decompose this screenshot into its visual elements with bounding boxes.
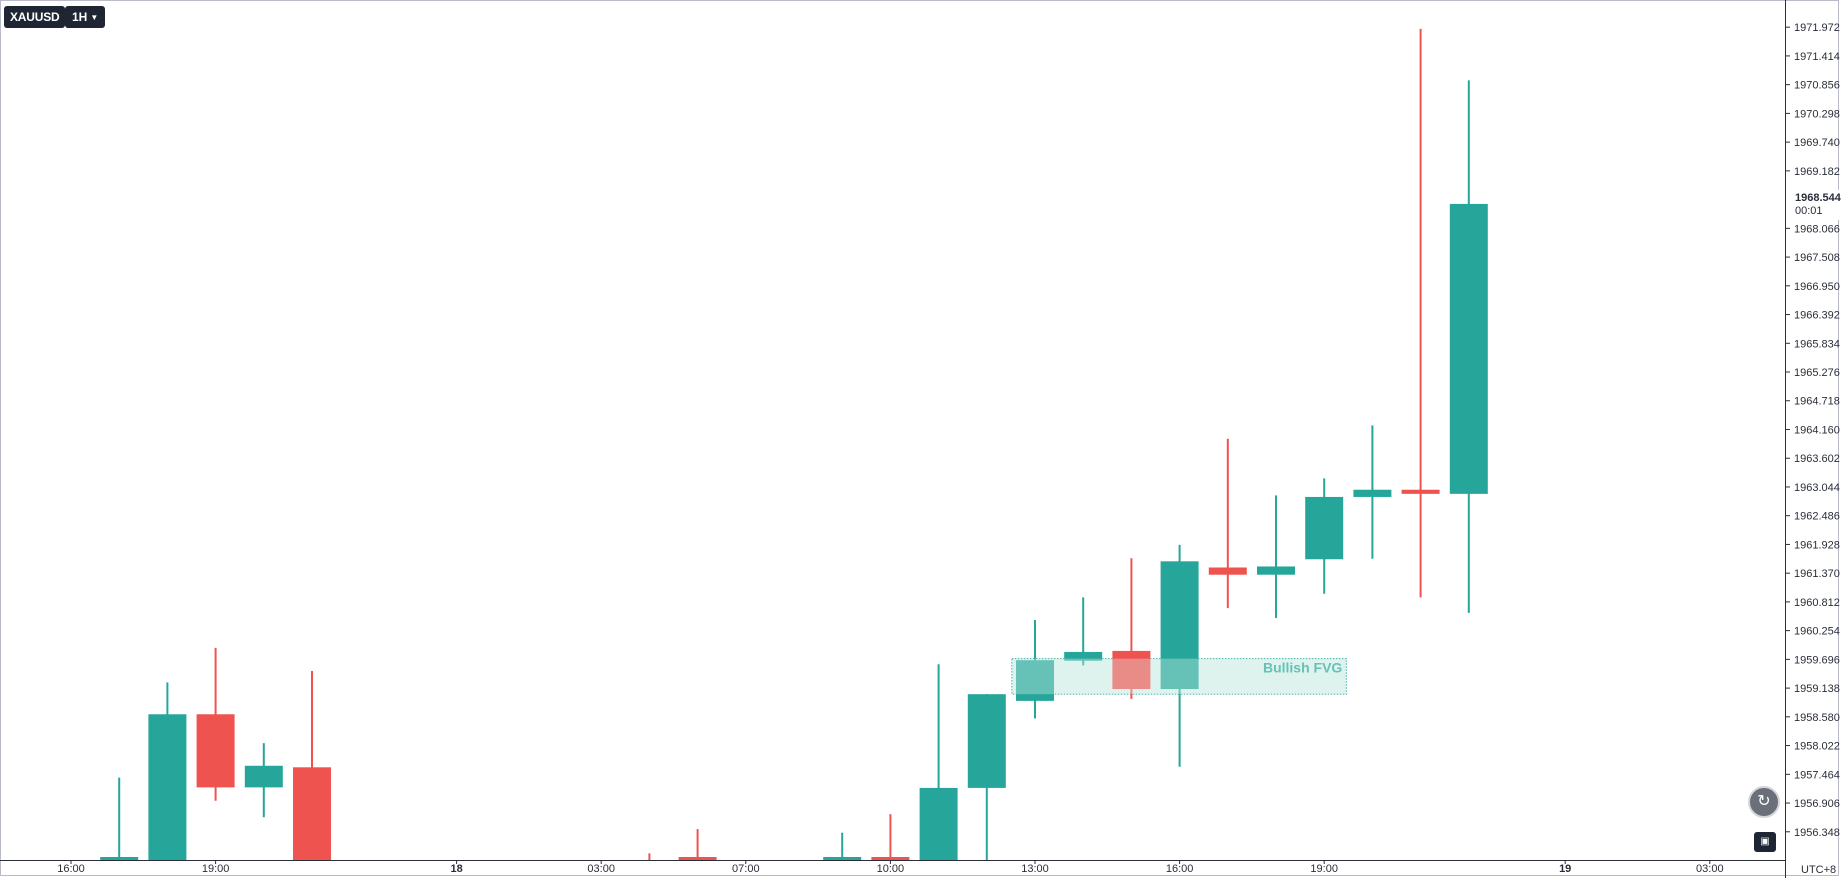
bearish-candle[interactable] [1401, 28, 1440, 598]
candle-body [823, 857, 862, 860]
last-price-marker: 1968.544 00:01 [1786, 190, 1841, 220]
candle-body [196, 714, 235, 788]
scroll-reset-button[interactable]: ↻ [1748, 786, 1780, 818]
bearish-candle[interactable] [1208, 438, 1247, 609]
price-tick-label: 1963.044 [1794, 482, 1840, 494]
price-tick-label: 1957.464 [1794, 769, 1840, 781]
bearish-candle[interactable] [196, 647, 235, 801]
time-tick-label: 07:00 [732, 863, 760, 875]
price-tick-label: 1962.486 [1794, 511, 1840, 523]
time-tick-label: 16:00 [1166, 863, 1194, 875]
candle-body [1257, 566, 1295, 575]
price-tick-label: 1961.370 [1794, 568, 1840, 580]
bullish-candle[interactable] [1353, 425, 1392, 559]
price-axis[interactable]: 1971.972 1971.414 1970.856 1970.298 1969.740… [1786, 22, 1840, 839]
candle-body [1016, 660, 1054, 701]
candle-body [148, 714, 187, 860]
bullish-candle[interactable] [1305, 478, 1344, 594]
price-tick-label: 1964.718 [1794, 396, 1840, 408]
bullish-candle[interactable] [244, 743, 283, 818]
bearish-candle[interactable] [293, 671, 331, 860]
price-tick-label: 1963.602 [1794, 453, 1840, 465]
time-tick-label: 03:00 [587, 863, 615, 875]
bullish-candle[interactable] [1064, 597, 1103, 666]
candle-body [1160, 561, 1199, 690]
bullish-candle[interactable] [967, 694, 1006, 860]
price-tick-label: 1968.066 [1794, 223, 1840, 235]
auto-scale-icon: ▣ [1760, 836, 1770, 847]
price-tick-label: 1971.972 [1794, 22, 1840, 34]
candle-body [967, 694, 1006, 788]
price-tick-label: 1958.022 [1794, 741, 1840, 753]
price-tick-label: 1971.414 [1794, 51, 1840, 63]
time-tick-label: 03:00 [1696, 863, 1724, 875]
price-tick-label: 1965.834 [1794, 338, 1840, 350]
candle-body [1064, 651, 1103, 661]
time-tick-label: 10:00 [877, 863, 905, 875]
bullish-candle[interactable] [919, 664, 958, 860]
time-tick-label: 19:00 [202, 863, 230, 875]
interval-button[interactable]: 1H ▼ [65, 6, 106, 28]
price-tick-label: 1964.160 [1794, 424, 1840, 436]
candle-body [1353, 489, 1392, 497]
bullish-candle[interactable] [100, 777, 139, 860]
time-tick-label: 13:00 [1021, 863, 1049, 875]
price-tick-label: 1969.740 [1794, 137, 1840, 149]
candle-body [293, 767, 331, 860]
price-tick-label: 1965.276 [1794, 367, 1840, 379]
time-tick-label: 18 [450, 863, 462, 875]
price-tick-label: 1967.508 [1794, 252, 1840, 264]
scroll-reset-icon: ↻ [1757, 793, 1771, 810]
candle-countdown: 00:01 [1795, 205, 1823, 217]
candle-body [1112, 650, 1151, 690]
symbol-label: XAUUSD [10, 10, 60, 24]
price-tick-label: 1966.392 [1794, 310, 1840, 322]
bullish-candle[interactable] [1449, 80, 1488, 613]
price-tick-label: 1970.298 [1794, 108, 1840, 120]
interval-label: 1H [72, 10, 88, 24]
candle-body [1449, 203, 1488, 494]
price-tick-label: 1958.580 [1794, 712, 1840, 724]
symbol-button[interactable]: XAUUSD [4, 6, 66, 28]
candle-body [1401, 489, 1440, 494]
bullish-candle[interactable] [148, 682, 187, 860]
price-tick-label: 1961.928 [1794, 539, 1840, 551]
time-tick-label: 19 [1559, 863, 1571, 875]
fvg-zone-overlay [1011, 658, 1347, 695]
time-tick-label: 19:00 [1310, 863, 1338, 875]
price-tick-label: 1960.254 [1794, 626, 1840, 638]
bullish-candle[interactable] [1160, 544, 1199, 767]
bearish-candle[interactable] [1112, 558, 1151, 699]
price-tick-label: 1970.856 [1794, 80, 1840, 92]
time-tick-label: 16:00 [57, 863, 85, 875]
candles-layer [100, 28, 1488, 860]
fvg-label: Bullish FVG [1263, 660, 1342, 676]
candle-body [919, 787, 958, 860]
time-axis[interactable]: 16:00 19:00 18 03:00 07:00 10:00 13:00 16:00 19:… [57, 860, 1724, 875]
bullish-candle[interactable] [823, 832, 862, 860]
candle-body [244, 765, 283, 788]
timezone-label[interactable]: UTC+8 [1801, 864, 1836, 876]
price-tick-label: 1956.348 [1794, 827, 1840, 839]
candle-body [678, 857, 717, 860]
bearish-candle[interactable] [678, 829, 717, 860]
bullish-candle[interactable] [1257, 495, 1295, 618]
candle-body [1208, 567, 1247, 575]
price-tick-label: 1956.906 [1794, 798, 1840, 810]
chevron-down-icon: ▼ [90, 13, 99, 22]
price-tick-label: 1959.138 [1794, 683, 1840, 695]
price-tick-label: 1960.812 [1794, 597, 1840, 609]
auto-scale-button[interactable]: ▣ [1754, 832, 1776, 852]
price-tick-label: 1966.950 [1794, 281, 1840, 293]
candle-body [1305, 496, 1344, 560]
candle-body [871, 857, 910, 860]
bearish-candle[interactable] [871, 814, 910, 860]
bullish-candle[interactable] [1016, 620, 1054, 719]
candle-body [100, 857, 139, 860]
last-price-label: 1968.544 [1795, 192, 1841, 204]
price-tick-label: 1959.696 [1794, 654, 1840, 666]
price-tick-label: 1969.182 [1794, 166, 1840, 178]
